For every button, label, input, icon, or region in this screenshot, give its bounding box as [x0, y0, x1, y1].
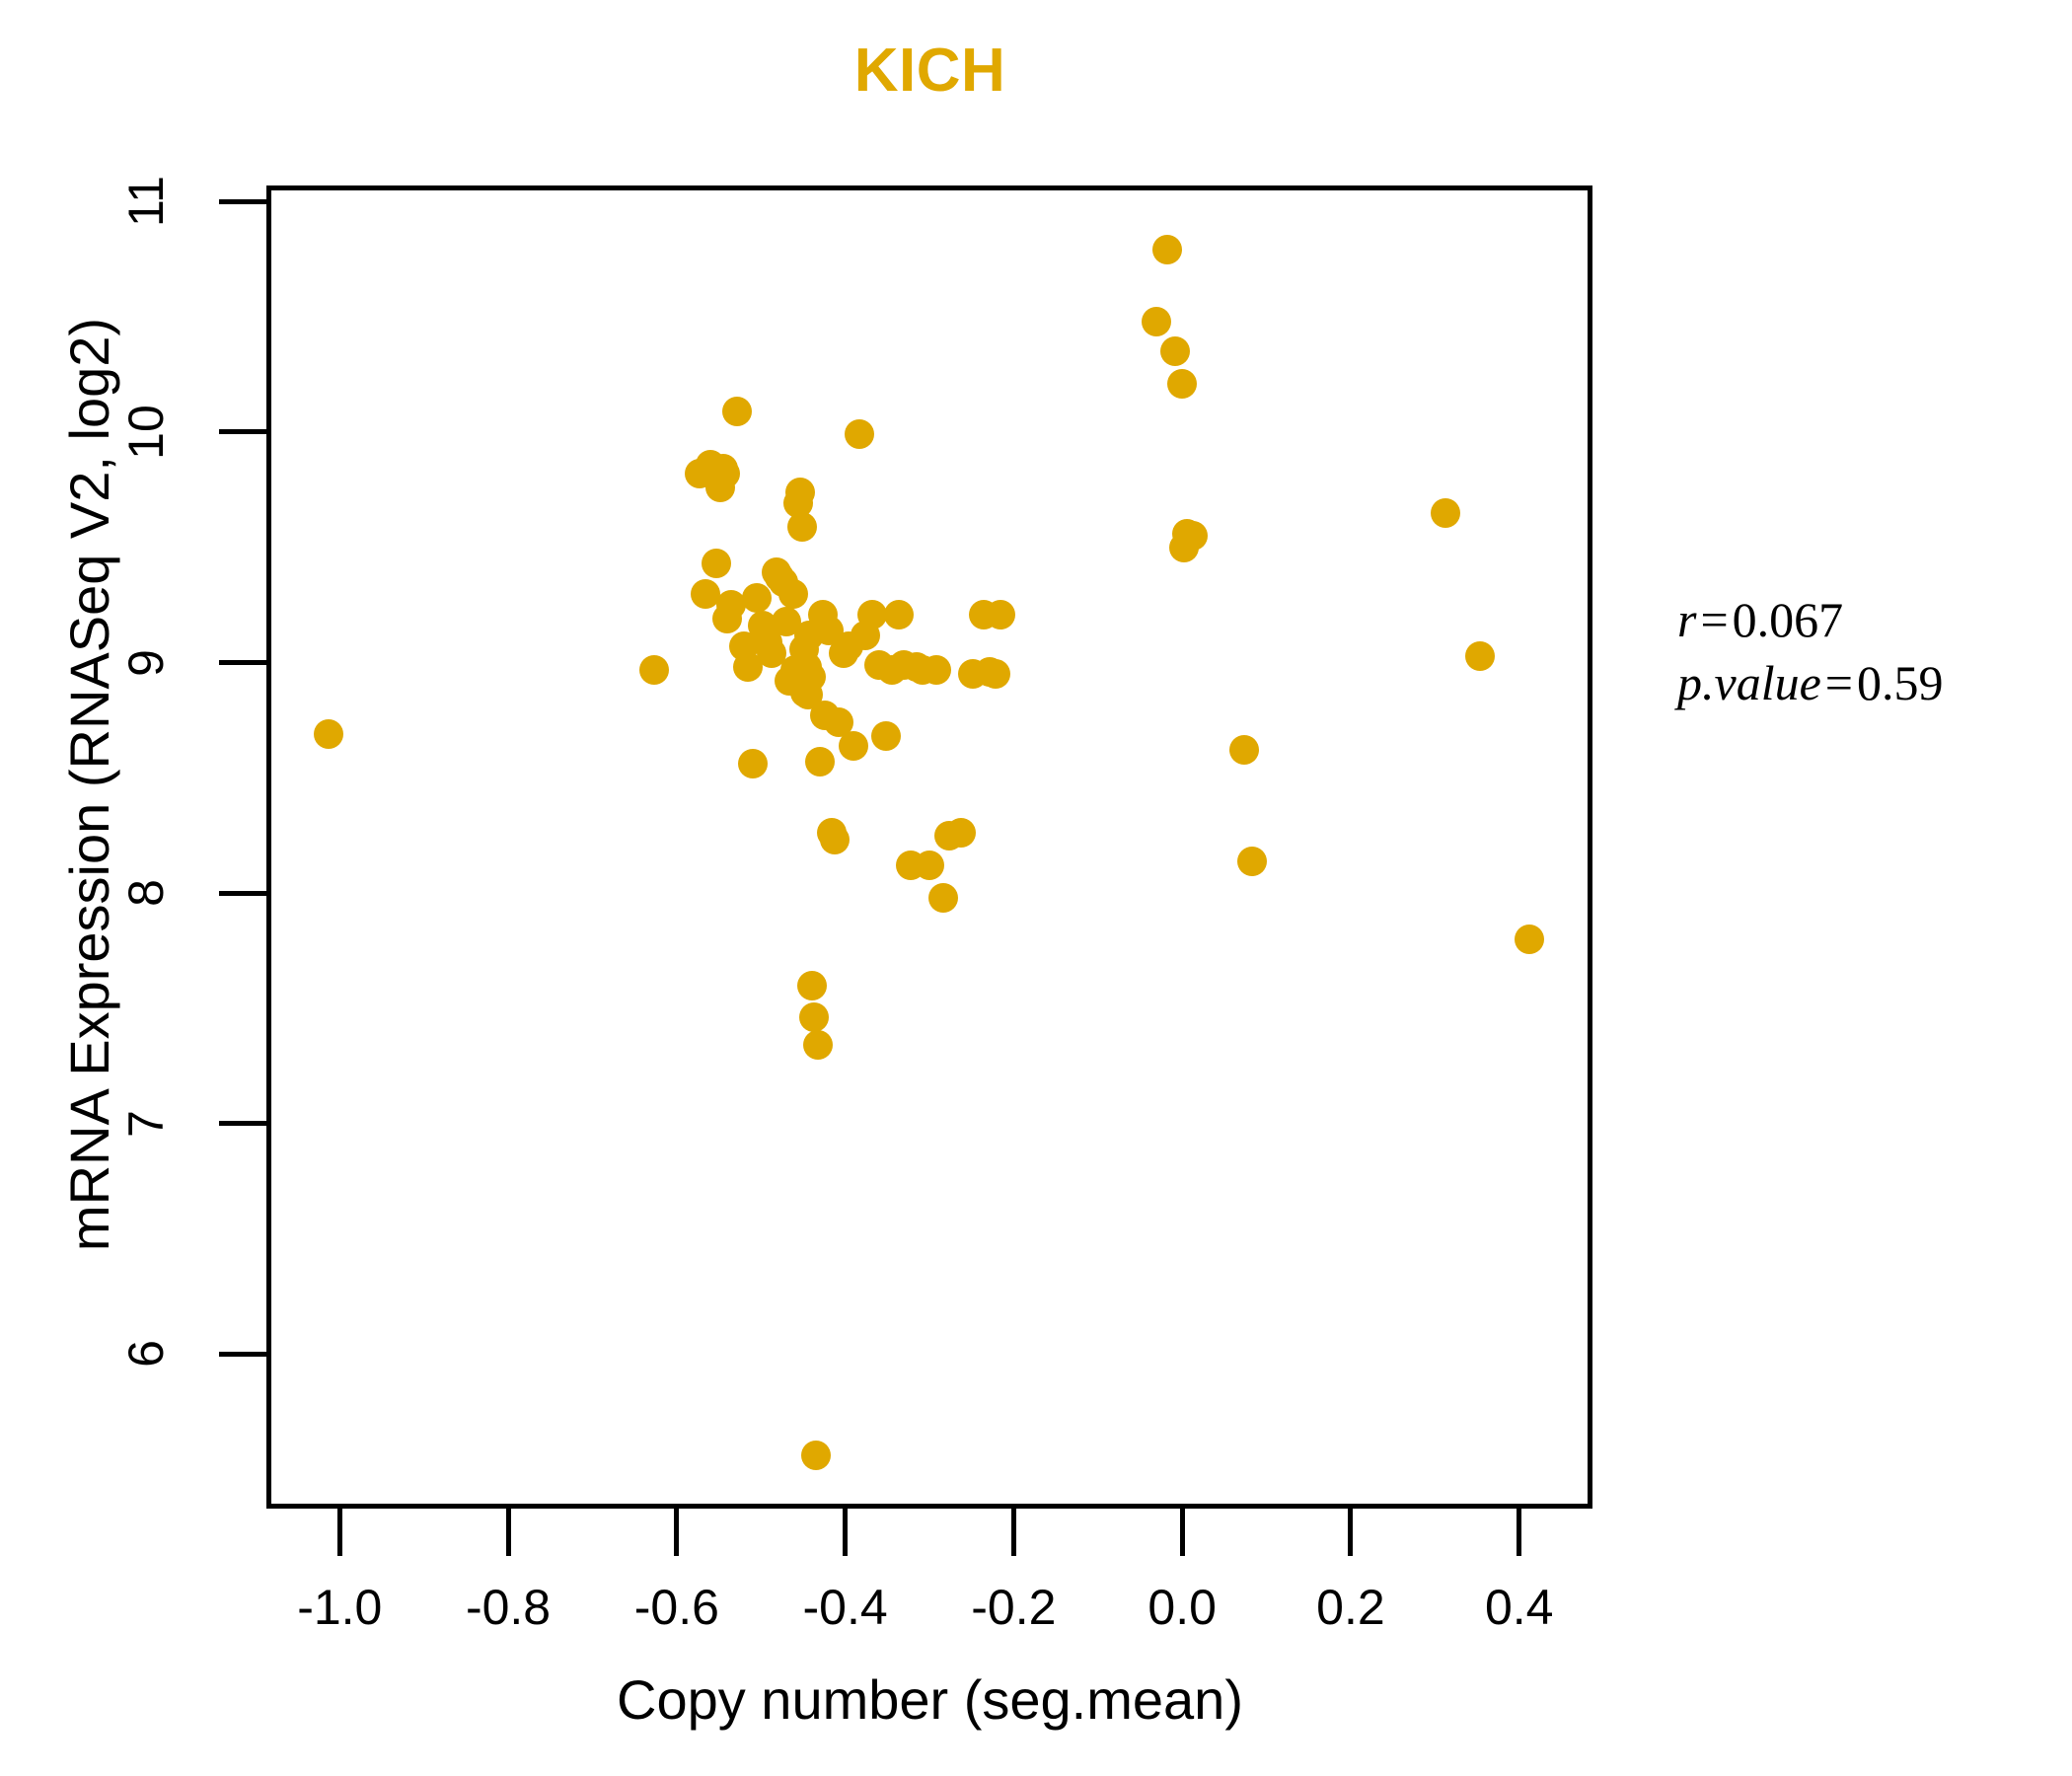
x-tick-mark — [674, 1509, 680, 1556]
x-tick-mark — [1010, 1509, 1016, 1556]
y-tick-label: 8 — [118, 879, 174, 908]
x-tick-label: -0.2 — [971, 1580, 1057, 1635]
y-tick-label: 7 — [118, 1109, 174, 1138]
y-axis-title: mRNA Expression (RNASeq V2, log2) — [58, 317, 120, 1252]
p-value: 0.59 — [1856, 655, 1944, 710]
y-tick-mark — [219, 890, 266, 896]
x-tick-label: 0.0 — [1147, 1580, 1217, 1635]
x-tick-label: -0.8 — [465, 1580, 552, 1635]
r-value: 0.067 — [1732, 592, 1844, 647]
page-title: KICH — [853, 37, 1006, 105]
x-tick-mark — [505, 1509, 511, 1556]
r-symbol: r — [1677, 592, 1697, 647]
statistics-annotation: r=0.067 p.value=0.59 — [1677, 588, 1943, 714]
y-tick-mark — [219, 429, 266, 435]
p-symbol: p.value — [1677, 655, 1821, 710]
y-tick-mark — [219, 1121, 266, 1127]
y-tick-label: 6 — [118, 1340, 174, 1369]
x-tick-mark — [336, 1509, 342, 1556]
x-tick-mark — [843, 1509, 849, 1556]
x-tick-mark — [1179, 1509, 1185, 1556]
x-tick-label: 0.2 — [1316, 1580, 1385, 1635]
x-tick-label: -0.4 — [802, 1580, 888, 1635]
plot-area-frame — [266, 185, 1592, 1509]
pvalue-line: p.value=0.59 — [1677, 651, 1943, 714]
x-tick-mark — [1517, 1509, 1522, 1556]
y-tick-mark — [219, 198, 266, 204]
y-tick-mark — [219, 1351, 266, 1357]
y-tick-label: 10 — [118, 405, 174, 460]
x-axis-title: Copy number (seg.mean) — [617, 1668, 1243, 1731]
x-tick-label: -0.6 — [633, 1580, 719, 1635]
equals-sign-2: = — [1824, 655, 1853, 710]
y-tick-mark — [219, 660, 266, 666]
y-tick-label: 9 — [118, 648, 174, 677]
y-tick-label: 11 — [118, 176, 174, 228]
x-tick-label: 0.4 — [1484, 1580, 1554, 1635]
x-tick-mark — [1348, 1509, 1354, 1556]
equals-sign: = — [1700, 592, 1729, 647]
x-tick-label: -1.0 — [297, 1580, 383, 1635]
correlation-line: r=0.067 — [1677, 588, 1943, 651]
